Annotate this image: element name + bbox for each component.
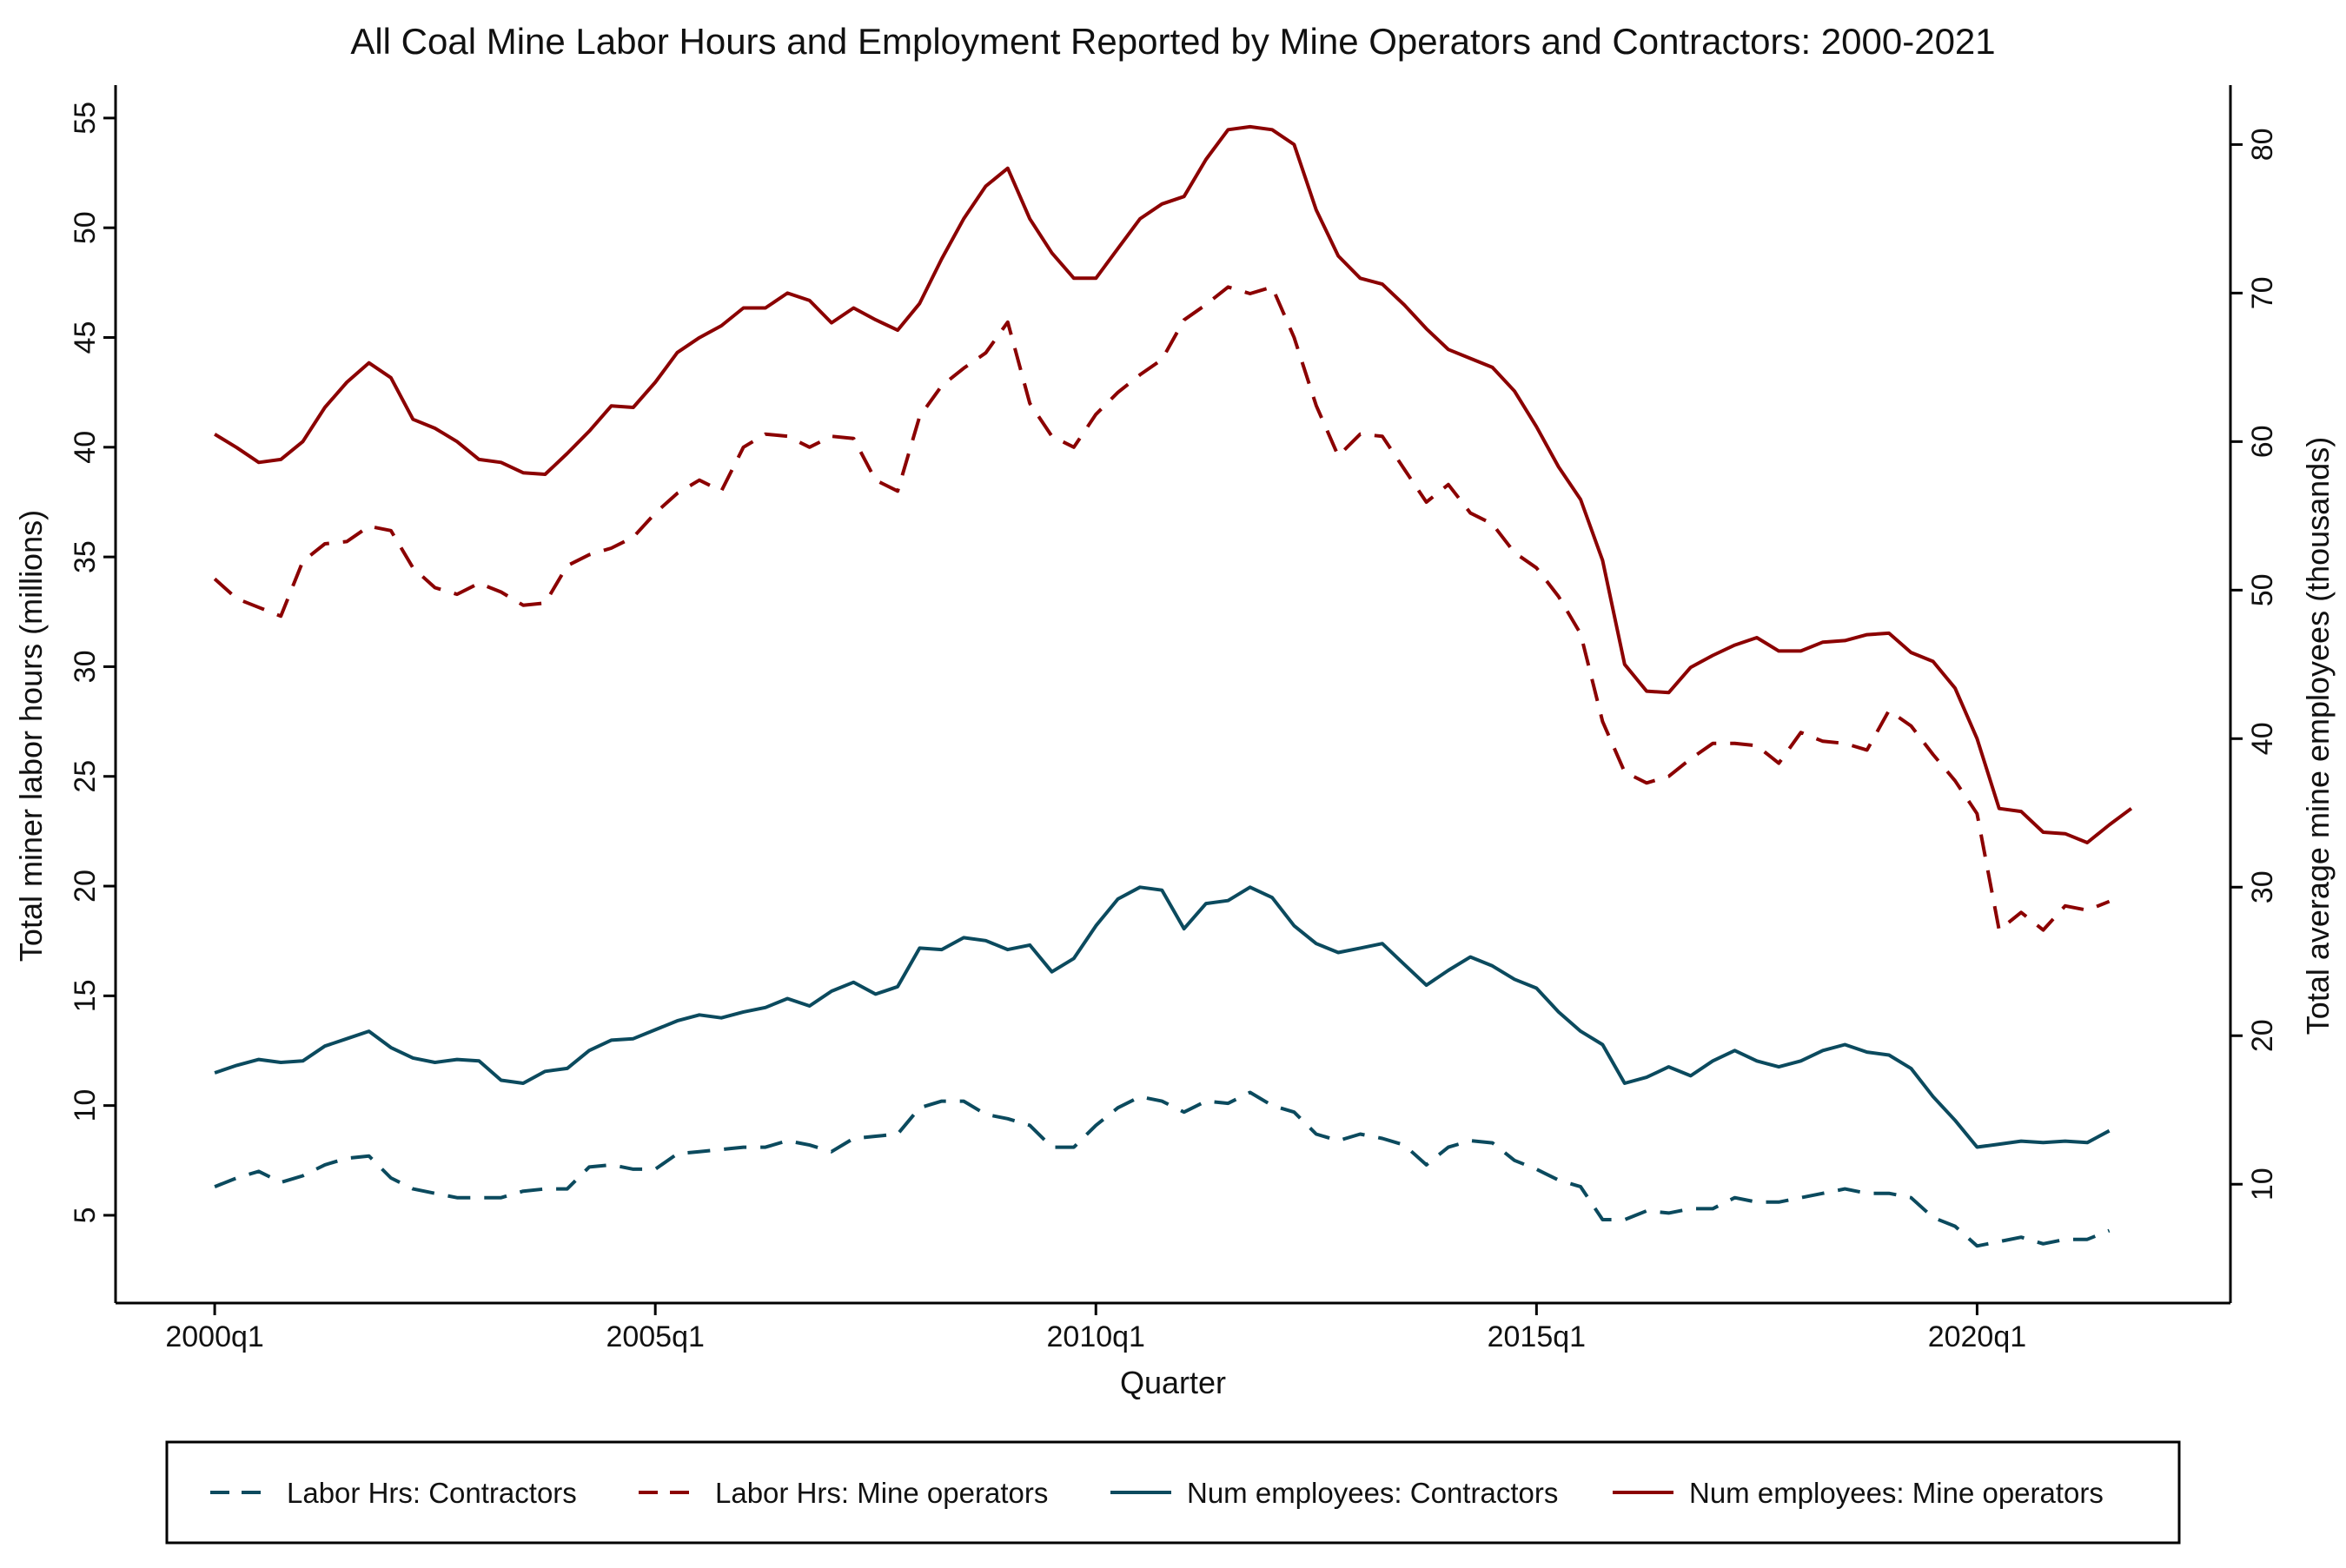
y-left-tick-label: 15 (69, 979, 102, 1012)
y-left-tick-label: 50 (69, 211, 102, 244)
legend-label-3: Num employees: Contractors (1187, 1477, 1558, 1509)
y-left-tick-label: 10 (69, 1089, 102, 1122)
legend-label-2: Labor Hrs: Mine operators (715, 1477, 1048, 1509)
y-right-tick-label: 80 (2246, 128, 2279, 161)
y-left-tick-label: 45 (69, 321, 102, 354)
y-left-tick-label: 20 (69, 870, 102, 903)
chart-title: All Coal Mine Labor Hours and Employment… (350, 21, 1995, 62)
plot-area: 5 10 15 20 25 30 35 40 45 50 55 10 20 30 40 50 60 70 80 200… (69, 85, 2279, 1353)
y-right-tick-label: 50 (2246, 573, 2279, 606)
y-left-tick-label: 35 (69, 540, 102, 573)
legend-label-1: Labor Hrs: Contractors (287, 1477, 577, 1509)
y-axis-left-label: Total miner labor hours (millions) (13, 510, 49, 962)
x-tick-label: 2010q1 (1047, 1320, 1145, 1353)
x-tick-label: 2005q1 (606, 1320, 704, 1353)
y-left-tick-label: 25 (69, 760, 102, 793)
y-left-tick-label: 5 (69, 1207, 102, 1223)
legend: Labor Hrs: Contractors Labor Hrs: Mine op… (165, 1440, 2181, 1545)
x-axis-label: Quarter (1120, 1365, 1226, 1400)
series-line-3 (214, 885, 2111, 1149)
y-right-tick-label: 20 (2246, 1019, 2279, 1052)
x-tick-label: 2020q1 (1928, 1320, 2026, 1353)
series-line-4 (214, 124, 2133, 844)
y-right-tick-label: 70 (2246, 276, 2279, 309)
y-right-tick-label: 40 (2246, 722, 2279, 755)
series-line-1 (214, 1090, 2111, 1248)
x-tick-label: 2000q1 (165, 1320, 263, 1353)
y-left-tick-label: 30 (69, 651, 102, 684)
y-left-tick-label: 55 (69, 102, 102, 135)
legend-label-4: Num employees: Mine operators (1689, 1477, 2104, 1509)
legend-box (165, 1440, 2181, 1545)
x-tick-label: 2015q1 (1488, 1320, 1586, 1353)
y-axis-right-label: Total average mine employees (thousands) (2300, 437, 2336, 1035)
y-right-tick-label: 30 (2246, 870, 2279, 903)
series-line-2 (213, 285, 2111, 932)
y-left-tick-label: 40 (69, 431, 102, 464)
y-right-tick-label: 10 (2246, 1168, 2279, 1201)
y-right-tick-label: 60 (2246, 425, 2279, 458)
